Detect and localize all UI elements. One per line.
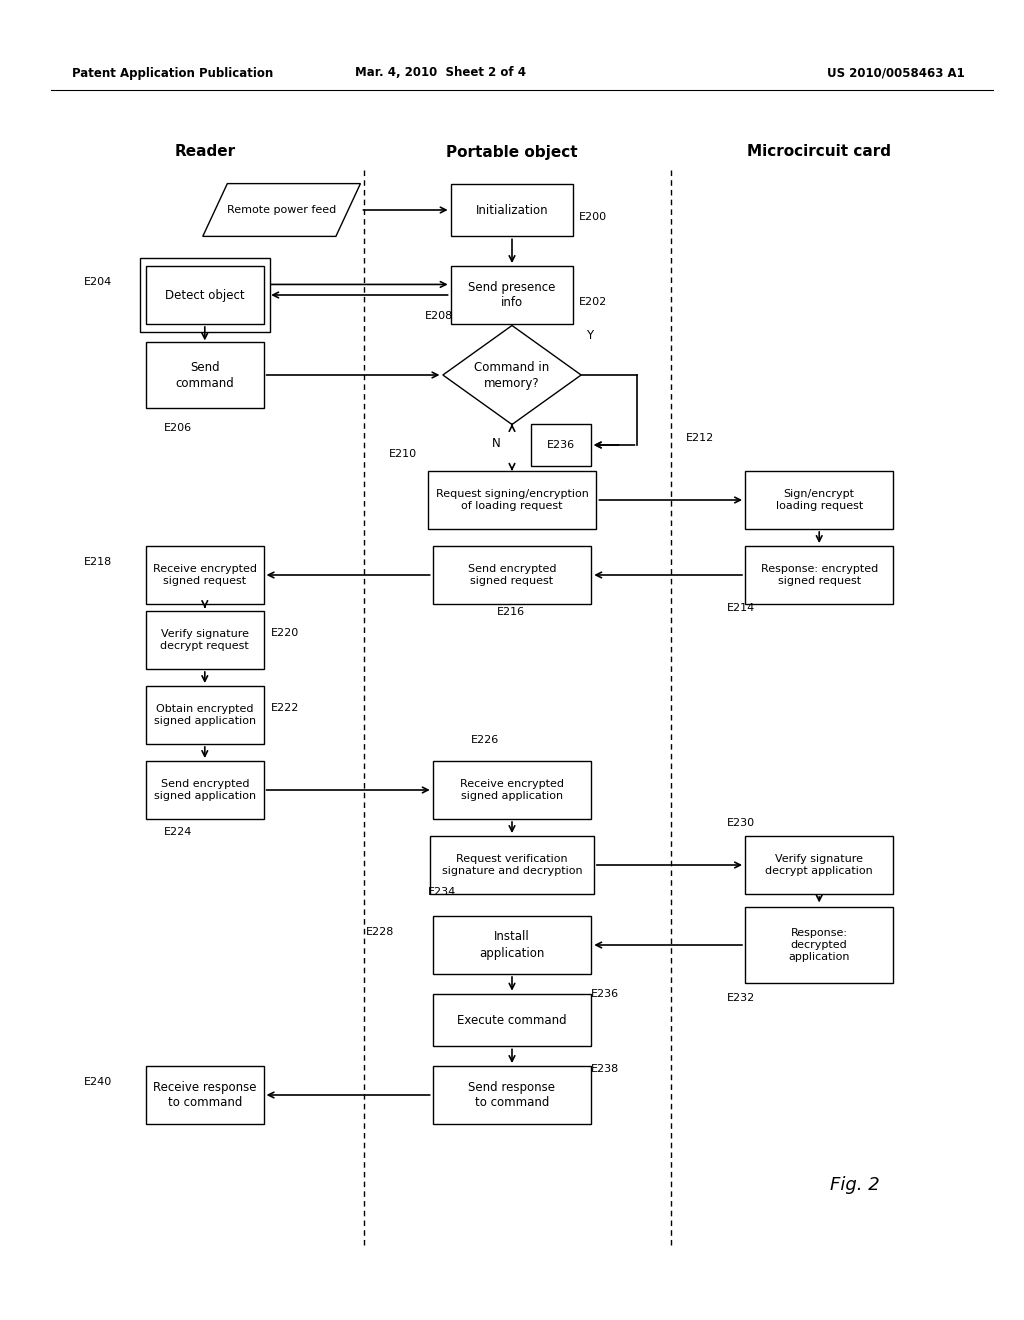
- Bar: [146, 686, 264, 744]
- Text: Receive encrypted
signed application: Receive encrypted signed application: [460, 779, 564, 801]
- Text: Microcircuit card: Microcircuit card: [748, 144, 891, 160]
- Bar: [432, 1067, 592, 1125]
- Polygon shape: [203, 183, 360, 236]
- Text: Response:
decrypted
application: Response: decrypted application: [788, 928, 850, 962]
- Text: Patent Application Publication: Patent Application Publication: [72, 66, 273, 79]
- Text: E206: E206: [164, 422, 191, 433]
- Text: Command in
memory?: Command in memory?: [474, 360, 550, 389]
- Bar: [432, 760, 592, 818]
- Bar: [745, 836, 893, 894]
- Text: Send encrypted
signed request: Send encrypted signed request: [468, 564, 556, 586]
- Bar: [146, 265, 264, 323]
- Text: Mar. 4, 2010  Sheet 2 of 4: Mar. 4, 2010 Sheet 2 of 4: [355, 66, 525, 79]
- Bar: [139, 257, 270, 331]
- Bar: [146, 611, 264, 669]
- Bar: [451, 265, 573, 323]
- Text: Detect object: Detect object: [165, 289, 245, 301]
- Text: Reader: Reader: [174, 144, 236, 160]
- Text: E224: E224: [164, 828, 193, 837]
- Text: Sign/encrypt
loading request: Sign/encrypt loading request: [775, 488, 863, 511]
- Text: Fig. 2: Fig. 2: [830, 1176, 880, 1195]
- Text: Verify signature
decrypt application: Verify signature decrypt application: [765, 854, 873, 876]
- Text: Receive response
to command: Receive response to command: [153, 1081, 257, 1110]
- Text: E214: E214: [727, 603, 756, 612]
- Text: E220: E220: [271, 628, 300, 639]
- Bar: [745, 907, 893, 983]
- Text: Response: encrypted
signed request: Response: encrypted signed request: [761, 564, 878, 586]
- Text: Request verification
signature and decryption: Request verification signature and decry…: [441, 854, 583, 876]
- Text: Y: Y: [586, 329, 593, 342]
- Text: Initialization: Initialization: [476, 203, 548, 216]
- Bar: [531, 424, 591, 466]
- Bar: [146, 1067, 264, 1125]
- Text: E240: E240: [84, 1077, 113, 1086]
- Text: E216: E216: [497, 607, 524, 616]
- Text: E208: E208: [425, 310, 454, 321]
- Text: Execute command: Execute command: [457, 1014, 567, 1027]
- Bar: [146, 546, 264, 605]
- Text: Remote power feed: Remote power feed: [227, 205, 336, 215]
- Text: E204: E204: [84, 277, 113, 286]
- Text: Send presence
info: Send presence info: [468, 281, 556, 309]
- Bar: [146, 342, 264, 408]
- Text: Install
application: Install application: [479, 931, 545, 960]
- Bar: [745, 546, 893, 605]
- Text: E234: E234: [428, 887, 456, 898]
- Text: E226: E226: [471, 735, 500, 744]
- Text: N: N: [492, 437, 501, 450]
- Text: E230: E230: [727, 818, 755, 828]
- Text: Portable object: Portable object: [446, 144, 578, 160]
- Text: Send response
to command: Send response to command: [469, 1081, 555, 1110]
- Text: Obtain encrypted
signed application: Obtain encrypted signed application: [154, 704, 256, 726]
- Text: E232: E232: [727, 993, 756, 1003]
- Text: E236: E236: [592, 989, 620, 999]
- Bar: [451, 183, 573, 236]
- Text: Send encrypted
signed application: Send encrypted signed application: [154, 779, 256, 801]
- Text: E202: E202: [579, 297, 607, 306]
- Text: E238: E238: [592, 1064, 620, 1073]
- Polygon shape: [442, 326, 582, 425]
- Text: E212: E212: [686, 433, 715, 444]
- Text: Request signing/encryption
of loading request: Request signing/encryption of loading re…: [435, 488, 589, 511]
- Bar: [745, 471, 893, 529]
- Text: E228: E228: [367, 927, 394, 937]
- Bar: [428, 471, 596, 529]
- Bar: [432, 546, 592, 605]
- Bar: [432, 916, 592, 974]
- Bar: [432, 994, 592, 1047]
- Text: E218: E218: [84, 557, 113, 566]
- Text: Verify signature
decrypt request: Verify signature decrypt request: [161, 628, 249, 651]
- Bar: [430, 836, 594, 894]
- Text: Receive encrypted
signed request: Receive encrypted signed request: [153, 564, 257, 586]
- Text: US 2010/0058463 A1: US 2010/0058463 A1: [827, 66, 965, 79]
- Bar: [146, 760, 264, 818]
- Text: Send
command: Send command: [175, 360, 234, 389]
- Text: E200: E200: [579, 211, 606, 222]
- Text: E222: E222: [271, 704, 300, 713]
- Text: E236: E236: [547, 440, 575, 450]
- Text: E210: E210: [389, 449, 417, 459]
